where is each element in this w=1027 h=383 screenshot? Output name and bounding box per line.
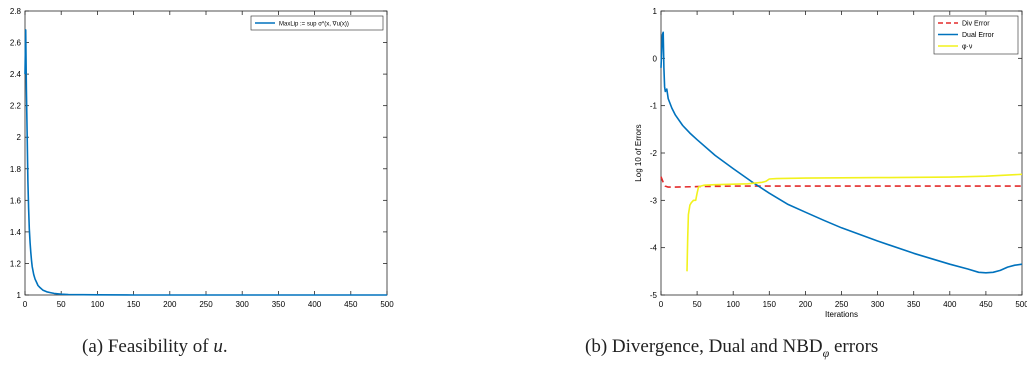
series-line-0	[660, 176, 1022, 188]
chart-b-group: 0 50 100 150 200 250 300 350 400 450 500 -5 -4 -3 -2 -1…	[634, 7, 1027, 319]
legend: MaxLip := sup σ*(x, ∇u(x))	[250, 15, 384, 31]
legend-entry: φ·ν	[962, 44, 973, 51]
x-tick-label: 250	[199, 300, 213, 309]
y-axis-label: Log 10 of Errors	[634, 124, 643, 181]
legend-box	[250, 15, 384, 31]
x-tick-label: 150	[127, 300, 141, 309]
legend-entry: Dual Error	[962, 32, 995, 39]
caption-a-suffix: .	[222, 336, 228, 357]
y-tick-label: 1.6	[10, 196, 22, 205]
y-tick-label: -5	[650, 291, 658, 300]
y-tick-label: -2	[650, 149, 658, 158]
legend-entry: Div Error	[962, 21, 990, 28]
series-line-0	[24, 29, 387, 296]
x-tick-label: 150	[763, 300, 777, 309]
x-tick-label: 350	[272, 300, 286, 309]
y-tick-label: -4	[650, 244, 658, 253]
y-tick-label: 2	[17, 133, 22, 142]
x-tick-label: 100	[91, 300, 105, 309]
y-tick-label: 2.6	[10, 39, 22, 48]
x-tick-label: 0	[659, 300, 664, 309]
caption-a: (a) Feasibility of u.	[82, 336, 228, 358]
x-tick-label: 350	[907, 300, 921, 309]
x-tick-label: 500	[1015, 300, 1027, 309]
caption-a-prefix: (a) Feasibility of	[82, 336, 214, 357]
y-tick-label: 1.4	[10, 228, 22, 237]
series-line-1	[660, 31, 1023, 274]
x-tick-label: 400	[943, 300, 957, 309]
x-tick-label: 300	[871, 300, 885, 309]
y-tick-label: 1.8	[10, 165, 22, 174]
x-tick-label: 100	[727, 300, 741, 309]
legend-entry: MaxLip := sup σ*(x, ∇u(x))	[279, 21, 349, 28]
x-tick-label: 0	[23, 300, 28, 309]
y-tick-label: 0	[653, 54, 658, 63]
x-tick-label: 450	[979, 300, 993, 309]
x-tick-label: 450	[344, 300, 358, 309]
legend: Div Error Dual Error φ·ν	[933, 15, 1019, 55]
x-tick-label: 50	[57, 300, 66, 309]
caption-b-prefix: (b) Divergence, Dual and NBD	[585, 336, 823, 357]
y-tick-label: -3	[650, 196, 658, 205]
y-tick-label: 1.2	[10, 259, 22, 268]
x-tick-label: 200	[799, 300, 813, 309]
chart-a-group: 0 50 100 150 200 250 300 350 400 450 500 1 1.2 1.4 1.6…	[10, 7, 394, 309]
x-tick-label: 500	[380, 300, 394, 309]
caption-a-var: u	[213, 336, 223, 357]
x-tick-label: 250	[835, 300, 849, 309]
y-tick-label: 2.8	[10, 7, 22, 16]
y-tick-label: -1	[650, 102, 658, 111]
caption-b-suffix: errors	[829, 336, 879, 357]
y-tick-label: 2.2	[10, 102, 22, 111]
x-tick-label: 50	[693, 300, 702, 309]
y-tick-label: 1	[17, 291, 22, 300]
y-tick-label: 2.4	[10, 70, 22, 79]
series-line-2	[686, 173, 1023, 272]
caption-b: (b) Divergence, Dual and NBDφ errors	[585, 336, 878, 361]
x-tick-label: 300	[236, 300, 250, 309]
x-axis-label: Iterations	[825, 310, 858, 319]
caption-b-sub: φ	[822, 345, 830, 360]
x-tick-label: 200	[163, 300, 177, 309]
y-tick-label: 1	[653, 7, 658, 16]
plot-area	[24, 10, 388, 296]
x-tick-label: 400	[308, 300, 322, 309]
